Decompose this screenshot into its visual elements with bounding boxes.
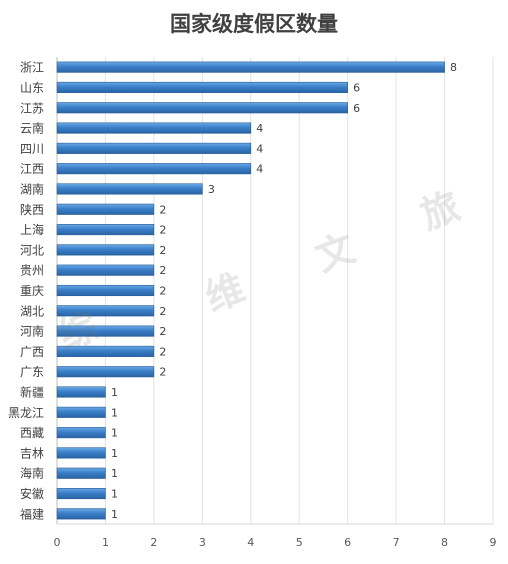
category-label: 吉林 xyxy=(20,446,44,460)
bar-21 xyxy=(56,487,106,500)
data-label: 2 xyxy=(159,203,166,216)
bar-22 xyxy=(56,508,106,520)
x-tick-label: 6 xyxy=(344,536,351,549)
bar-20 xyxy=(56,467,106,479)
bar-0 xyxy=(56,61,445,73)
bar-14 xyxy=(56,345,155,357)
x-tick-label: 8 xyxy=(441,536,448,549)
category-label: 陕西 xyxy=(20,202,44,217)
category-label: 重庆 xyxy=(20,284,44,298)
data-label: 2 xyxy=(159,244,166,257)
category-label: 福建 xyxy=(20,506,44,521)
category-label: 云南 xyxy=(20,121,44,136)
data-label: 1 xyxy=(111,386,118,399)
data-label: 1 xyxy=(111,467,118,480)
category-label: 广西 xyxy=(20,345,44,359)
data-label: 6 xyxy=(353,81,360,94)
x-tick-label: 4 xyxy=(247,536,254,549)
data-label: 1 xyxy=(111,447,118,460)
category-label: 河南 xyxy=(20,324,44,339)
x-tick-label: 5 xyxy=(296,536,303,549)
data-label: 6 xyxy=(353,102,360,115)
bar-19 xyxy=(56,447,106,459)
category-label: 江苏 xyxy=(20,101,44,115)
data-label: 2 xyxy=(159,325,166,338)
category-label: 河北 xyxy=(20,243,44,257)
bar-12 xyxy=(56,305,155,317)
category-label: 西藏 xyxy=(20,426,44,440)
bar-17 xyxy=(56,406,106,418)
chart-title: 国家级度假区数量 xyxy=(170,11,338,36)
category-label: 江西 xyxy=(20,162,44,176)
bar-4 xyxy=(56,142,252,154)
bar-3 xyxy=(56,122,252,134)
x-tick-label: 3 xyxy=(199,536,206,549)
x-tick-label: 0 xyxy=(54,536,61,549)
data-label: 1 xyxy=(111,406,118,419)
data-label: 2 xyxy=(159,345,166,358)
category-label: 安徽 xyxy=(20,486,44,501)
x-tick-label: 2 xyxy=(150,536,157,549)
category-label: 新疆 xyxy=(20,385,44,400)
category-label: 湖南 xyxy=(20,181,44,196)
data-label: 4 xyxy=(256,163,263,176)
category-label: 四川 xyxy=(20,142,44,156)
data-label: 3 xyxy=(208,183,215,196)
data-label: 8 xyxy=(450,61,457,74)
labels: 0 1 2 3 4 5 6 7 8 9 浙江 8 山东 6 江苏 6 云南 4 四川 4 江西 4 湖南 3 陕西 2 上海 2 河北 2… xyxy=(8,61,497,549)
category-label: 浙江 xyxy=(20,61,44,75)
bar-5 xyxy=(56,163,252,175)
bar-18 xyxy=(56,427,106,439)
data-label: 4 xyxy=(256,142,263,155)
x-tick-label: 1 xyxy=(102,536,109,549)
data-label: 4 xyxy=(256,122,263,135)
bar-6 xyxy=(56,183,203,195)
category-label: 黑龙江 xyxy=(8,406,44,420)
data-label: 1 xyxy=(111,488,118,501)
x-tick-label: 9 xyxy=(490,536,497,549)
data-label: 2 xyxy=(159,224,166,237)
data-label: 1 xyxy=(111,508,118,521)
bar-1 xyxy=(56,81,348,94)
bar-10 xyxy=(56,264,155,276)
data-label: 2 xyxy=(159,305,166,318)
bar-9 xyxy=(56,244,155,256)
data-label: 2 xyxy=(159,366,166,379)
bars xyxy=(56,61,445,520)
category-label: 海南 xyxy=(20,466,44,481)
bar-16 xyxy=(56,386,106,398)
category-label: 贵州 xyxy=(20,264,44,278)
bar-7 xyxy=(56,203,155,215)
category-label: 广东 xyxy=(20,365,44,379)
category-label: 湖北 xyxy=(20,303,44,318)
bar-2 xyxy=(56,102,348,114)
data-label: 2 xyxy=(159,285,166,298)
category-label: 山东 xyxy=(20,81,44,95)
x-tick-label: 7 xyxy=(393,536,400,549)
bar-13 xyxy=(56,325,155,337)
bar-11 xyxy=(56,284,155,297)
data-label: 2 xyxy=(159,264,166,277)
bar-8 xyxy=(56,224,155,236)
data-label: 1 xyxy=(111,427,118,440)
bar-15 xyxy=(56,366,155,378)
category-label: 上海 xyxy=(20,222,44,237)
